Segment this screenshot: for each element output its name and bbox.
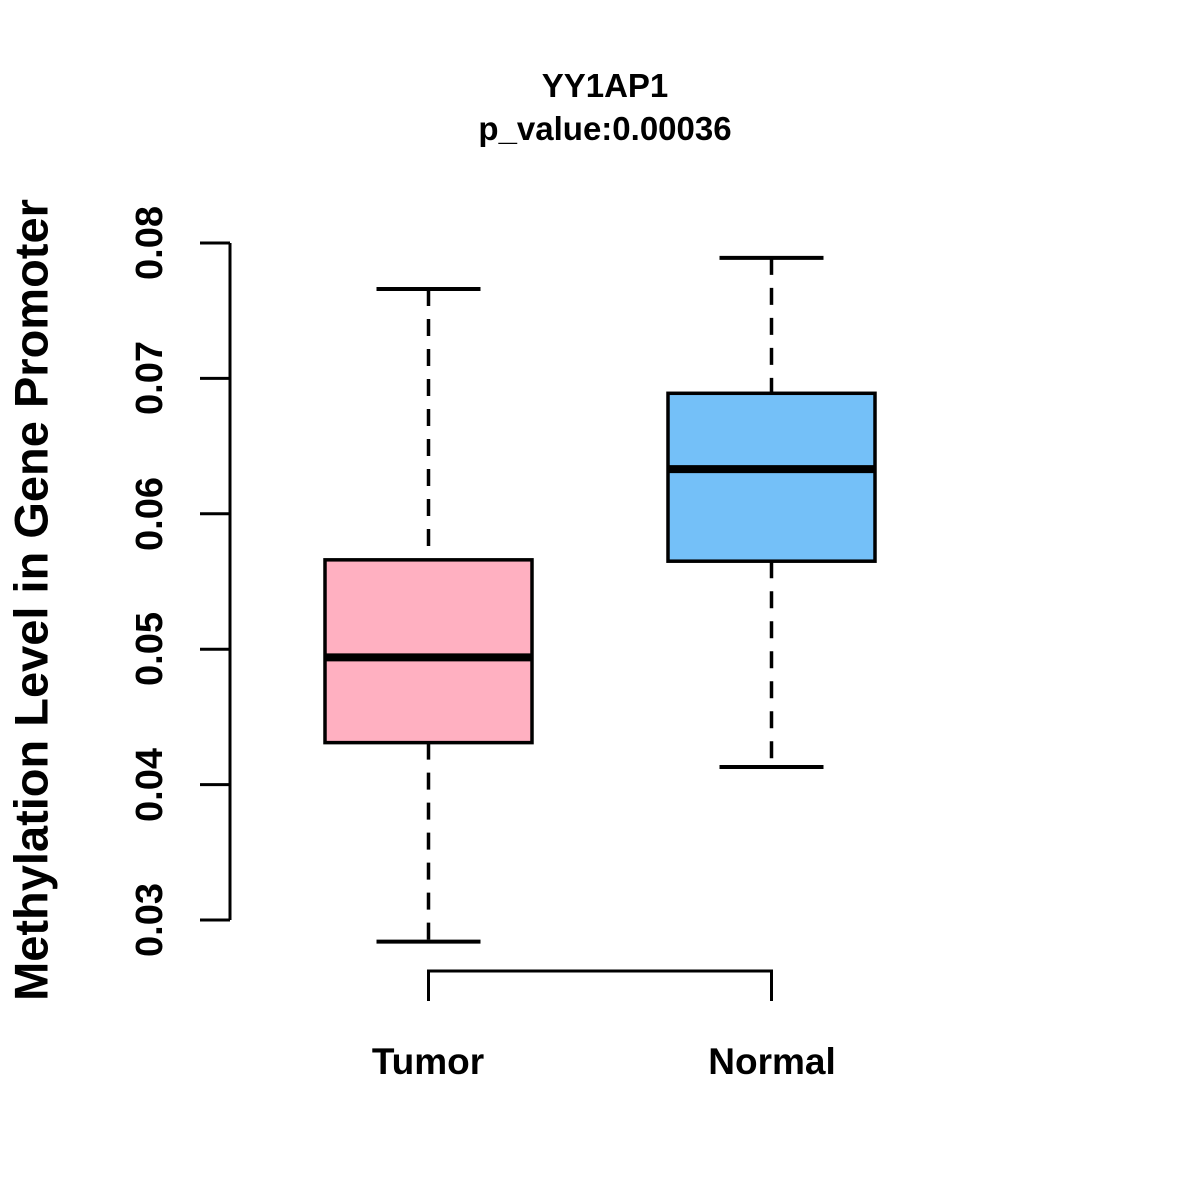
chart-title: YY1AP1 <box>541 67 669 104</box>
y-tick-label: 0.04 <box>129 747 171 822</box>
y-tick-label: 0.03 <box>129 883 171 957</box>
y-tick-label: 0.05 <box>129 612 171 687</box>
y-tick-label: 0.06 <box>129 476 171 551</box>
y-tick-label: 0.08 <box>129 206 171 280</box>
x-axis-bracket <box>427 969 773 1001</box>
boxplot-tumor-box <box>323 558 534 745</box>
boxplot-normal-box <box>666 391 877 563</box>
chart-subtitle: p_value:0.00036 <box>478 110 732 147</box>
y-tick-label: 0.07 <box>129 341 171 416</box>
chart-title-block: YY1AP1 p_value:0.00036 <box>230 64 980 150</box>
x-tick-label-normal: Normal <box>708 1041 836 1082</box>
x-tick-label-tumor: Tumor <box>371 1041 485 1082</box>
